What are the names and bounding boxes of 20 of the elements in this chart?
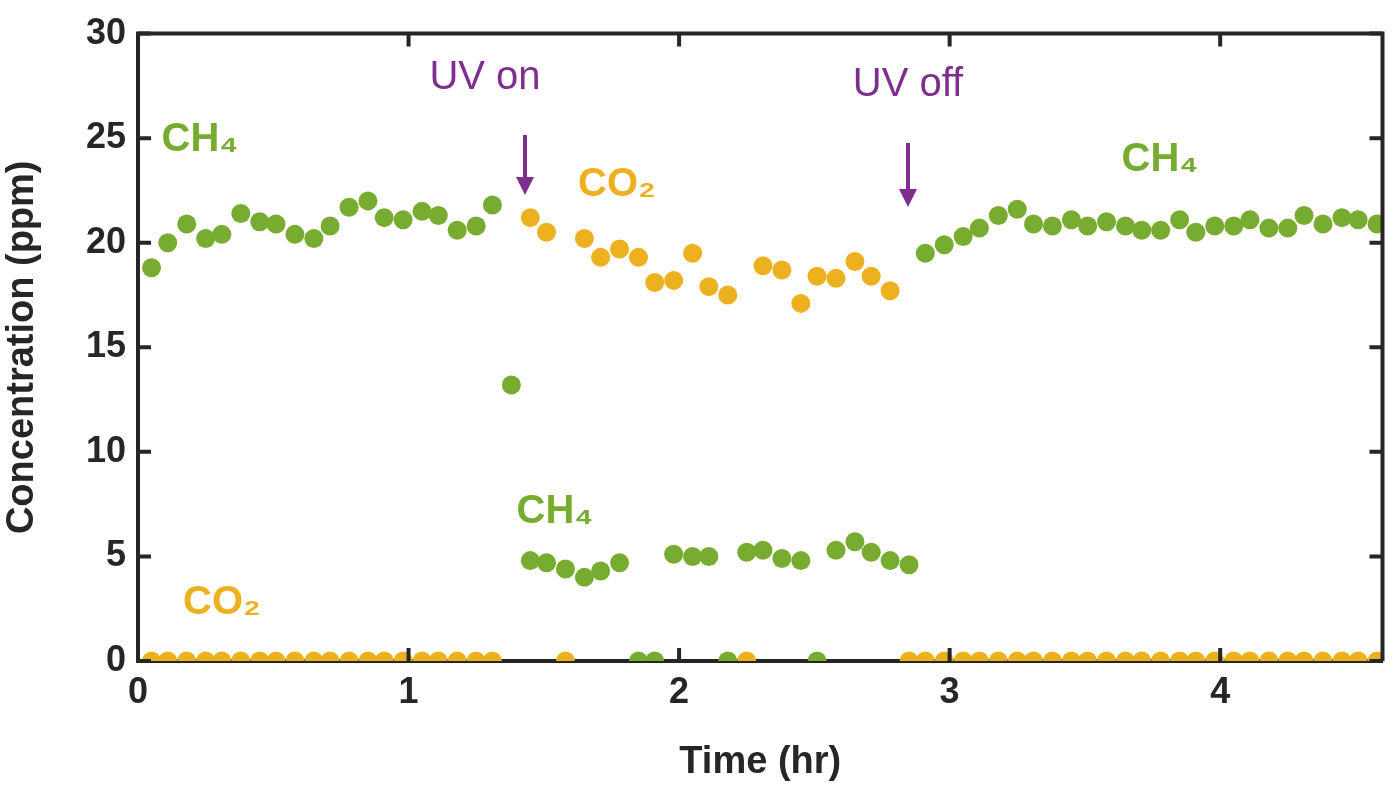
x-axis-title: Time (hr)	[679, 738, 842, 781]
text: CH₄	[1121, 135, 1199, 180]
y-tick-label: 25	[85, 115, 126, 157]
y-tick-label: 10	[85, 428, 126, 470]
y-tick-label: 20	[85, 219, 126, 261]
series-label: CH₄	[516, 487, 594, 532]
x-tick-label: 1	[398, 669, 419, 711]
series-label: CO₂	[578, 160, 656, 205]
text: CH₄	[161, 115, 239, 160]
y-axis-title: Concentration (ppm)	[0, 160, 42, 535]
text: CO₂	[183, 578, 261, 623]
x-tick-label: 4	[1210, 669, 1231, 711]
y-tick-label: 5	[105, 533, 126, 575]
y-tick-label: 15	[85, 324, 126, 366]
y-tick-label: 30	[85, 10, 126, 52]
annotation: UV off	[852, 60, 965, 105]
x-tick-label: 3	[939, 669, 960, 711]
annotation: UV on	[429, 53, 541, 98]
y-tick-label: 0	[105, 637, 126, 679]
x-tick-label: 2	[669, 669, 690, 711]
